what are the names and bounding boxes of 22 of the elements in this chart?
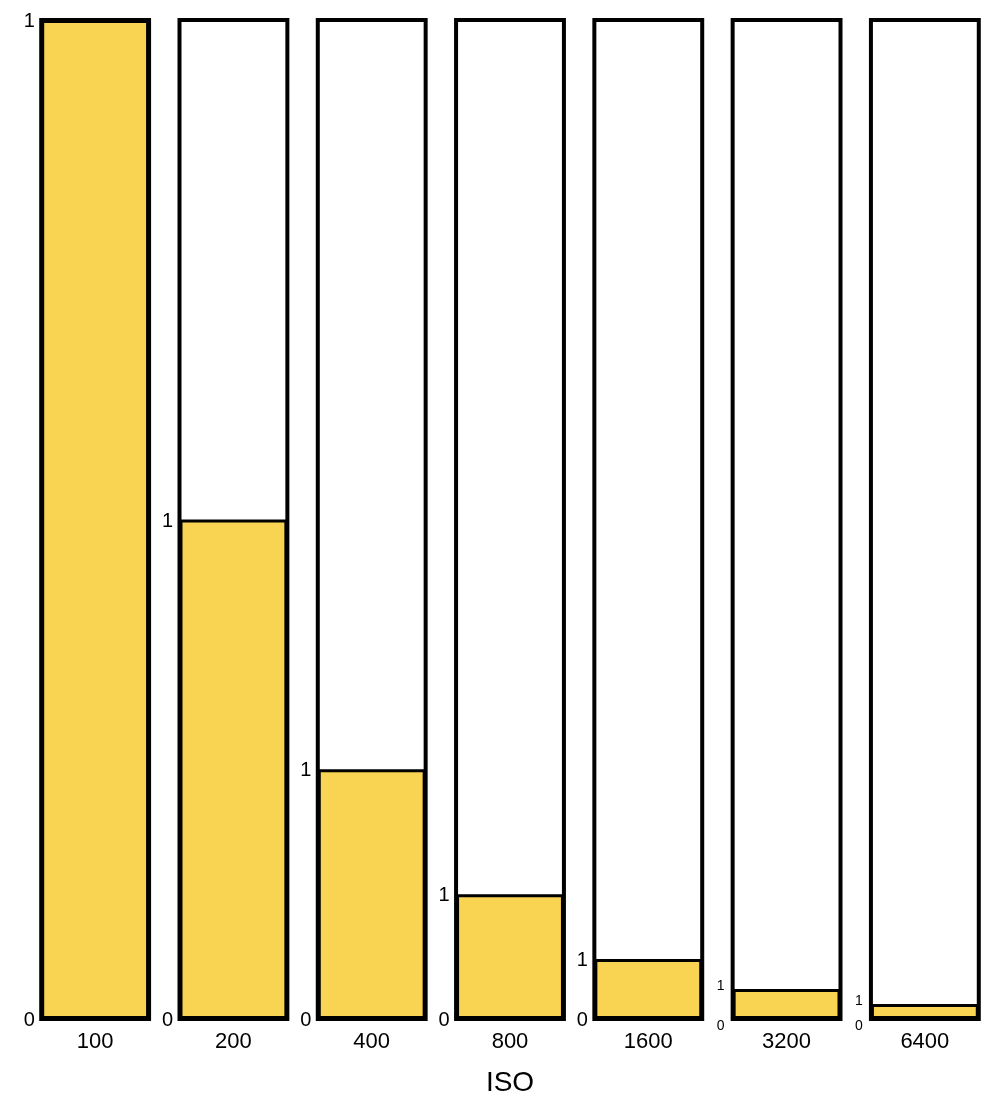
x-tick-label: 6400 <box>900 1027 950 1053</box>
annotation: 1 <box>438 883 450 906</box>
x-tick-label: 1600 <box>623 1027 673 1053</box>
annotation: 0 <box>716 1017 725 1033</box>
annotation: 1 <box>300 758 312 781</box>
annotation: 1 <box>161 508 174 531</box>
annotation: 1 <box>855 992 864 1009</box>
annotation: 1 <box>23 9 35 31</box>
annotation: 1 <box>716 977 725 994</box>
annotation: 1 <box>576 948 588 971</box>
x-axis-title: ISO <box>485 1065 535 1097</box>
x-tick-label: 800 <box>491 1027 529 1053</box>
annotation: 0 <box>300 1008 312 1030</box>
annotation: 0 <box>855 1017 864 1033</box>
annotation: 0 <box>438 1008 450 1030</box>
annotation: 0 <box>23 1008 35 1030</box>
annotation: 0 <box>576 1008 588 1030</box>
x-tick-label: 3200 <box>762 1027 812 1053</box>
x-tick-label: 200 <box>215 1027 252 1053</box>
x-tick-label: 100 <box>76 1027 114 1053</box>
x-tick-label: 400 <box>353 1027 391 1053</box>
annotation: 0 <box>161 1008 174 1030</box>
